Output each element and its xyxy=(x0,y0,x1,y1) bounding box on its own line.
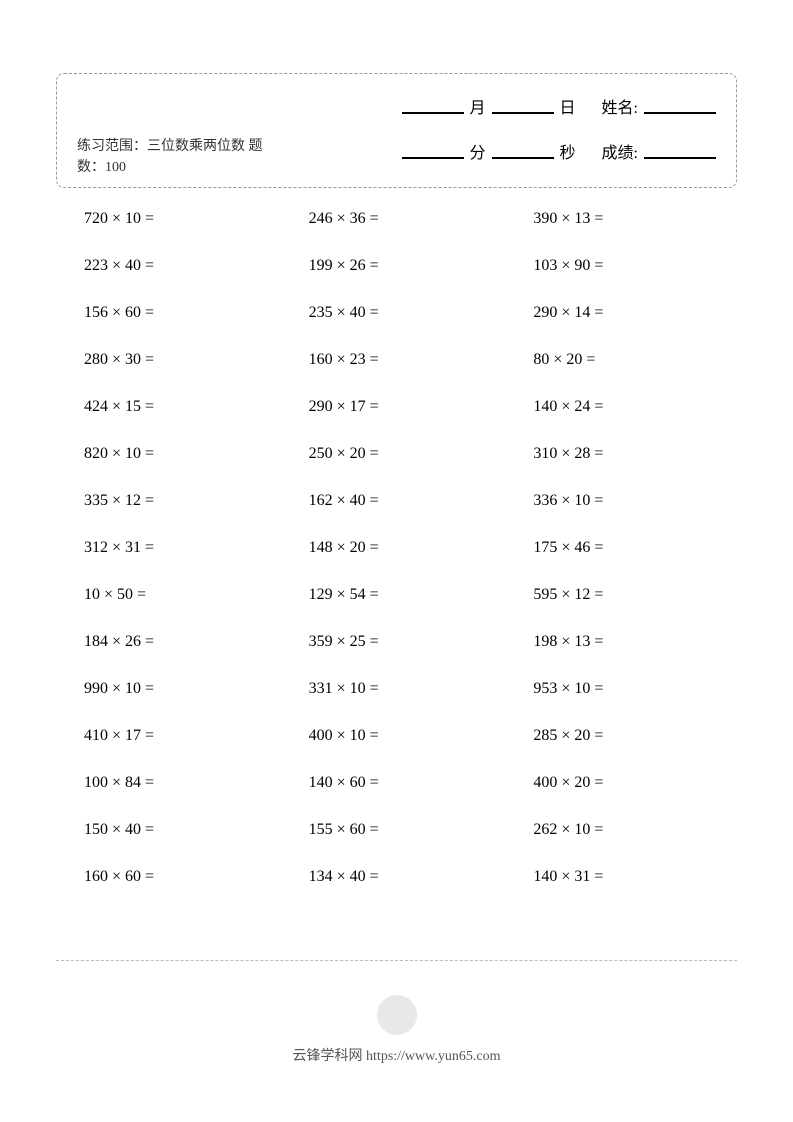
bottom-divider xyxy=(56,960,737,961)
problem-cell: 953 × 10 = xyxy=(533,680,733,698)
problem-cell: 184 × 26 = xyxy=(84,633,309,651)
problem-cell: 148 × 20 = xyxy=(309,539,534,557)
problem-cell: 150 × 40 = xyxy=(84,821,309,839)
score-blank xyxy=(644,143,716,159)
score-label: 成绩: xyxy=(602,139,638,163)
problem-cell: 103 × 90 = xyxy=(533,257,733,275)
page-number-circle xyxy=(377,995,417,1035)
day-label: 日 xyxy=(560,94,576,118)
problem-cell: 262 × 10 = xyxy=(533,821,733,839)
problem-cell: 162 × 40 = xyxy=(309,492,534,510)
problem-cell: 100 × 84 = xyxy=(84,774,309,792)
problem-cell: 156 × 60 = xyxy=(84,304,309,322)
problem-cell: 199 × 26 = xyxy=(309,257,534,275)
problem-row: 280 × 30 =160 × 23 =80 × 20 = xyxy=(84,351,733,369)
problem-cell: 410 × 17 = xyxy=(84,727,309,745)
problem-cell: 80 × 20 = xyxy=(533,351,733,369)
problem-cell: 140 × 31 = xyxy=(533,868,733,886)
problem-cell: 335 × 12 = xyxy=(84,492,309,510)
problem-row: 335 × 12 =162 × 40 =336 × 10 = xyxy=(84,492,733,510)
problem-cell: 400 × 10 = xyxy=(309,727,534,745)
second-blank xyxy=(492,143,554,159)
problem-row: 156 × 60 =235 × 40 =290 × 14 = xyxy=(84,304,733,322)
problems-grid: 720 × 10 =246 × 36 =390 × 13 = 223 × 40 =… xyxy=(84,210,733,915)
problem-row: 990 × 10 =331 × 10 =953 × 10 = xyxy=(84,680,733,698)
problem-row: 10 × 50 =129 × 54 =595 × 12 = xyxy=(84,586,733,604)
problem-cell: 312 × 31 = xyxy=(84,539,309,557)
second-label: 秒 xyxy=(560,139,576,163)
problem-row: 424 × 15 =290 × 17 =140 × 24 = xyxy=(84,398,733,416)
problem-cell: 223 × 40 = xyxy=(84,257,309,275)
footer-text: 云锋学科网 https://www.yun65.com xyxy=(293,1045,501,1065)
name-label: 姓名: xyxy=(602,94,638,118)
problem-cell: 720 × 10 = xyxy=(84,210,309,228)
problem-cell: 140 × 60 = xyxy=(309,774,534,792)
header-row-1: 月 日 姓名: xyxy=(402,94,716,118)
minute-label: 分 xyxy=(470,139,486,163)
problem-cell: 134 × 40 = xyxy=(309,868,534,886)
problem-cell: 390 × 13 = xyxy=(533,210,733,228)
problem-cell: 250 × 20 = xyxy=(309,445,534,463)
day-blank xyxy=(492,98,554,114)
problem-row: 312 × 31 =148 × 20 =175 × 46 = xyxy=(84,539,733,557)
name-blank xyxy=(644,98,716,114)
problem-row: 223 × 40 =199 × 26 =103 × 90 = xyxy=(84,257,733,275)
problem-cell: 129 × 54 = xyxy=(309,586,534,604)
month-label: 月 xyxy=(470,94,486,118)
problem-cell: 595 × 12 = xyxy=(533,586,733,604)
problem-cell: 280 × 30 = xyxy=(84,351,309,369)
problem-row: 184 × 26 =359 × 25 =198 × 13 = xyxy=(84,633,733,651)
problem-row: 410 × 17 =400 × 10 =285 × 20 = xyxy=(84,727,733,745)
problem-row: 100 × 84 =140 × 60 =400 × 20 = xyxy=(84,774,733,792)
problem-row: 150 × 40 =155 × 60 =262 × 10 = xyxy=(84,821,733,839)
problem-cell: 198 × 13 = xyxy=(533,633,733,651)
problem-cell: 290 × 14 = xyxy=(533,304,733,322)
problem-cell: 820 × 10 = xyxy=(84,445,309,463)
month-blank xyxy=(402,98,464,114)
problem-cell: 160 × 60 = xyxy=(84,868,309,886)
problem-cell: 140 × 24 = xyxy=(533,398,733,416)
problem-cell: 331 × 10 = xyxy=(309,680,534,698)
problem-cell: 175 × 46 = xyxy=(533,539,733,557)
problem-cell: 310 × 28 = xyxy=(533,445,733,463)
problem-row: 820 × 10 =250 × 20 =310 × 28 = xyxy=(84,445,733,463)
header-box: 月 日 姓名: 分 秒 成绩: 练习范围：三位数乘两位数 题数：100 xyxy=(56,73,737,188)
minute-blank xyxy=(402,143,464,159)
problem-cell: 155 × 60 = xyxy=(309,821,534,839)
problem-cell: 160 × 23 = xyxy=(309,351,534,369)
problem-cell: 400 × 20 = xyxy=(533,774,733,792)
problem-cell: 990 × 10 = xyxy=(84,680,309,698)
problem-cell: 336 × 10 = xyxy=(533,492,733,510)
problem-cell: 10 × 50 = xyxy=(84,586,309,604)
description-text: 练习范围：三位数乘两位数 题数：100 xyxy=(77,136,277,178)
header-row-2: 分 秒 成绩: xyxy=(402,139,716,163)
problem-cell: 359 × 25 = xyxy=(309,633,534,651)
problem-cell: 246 × 36 = xyxy=(309,210,534,228)
problem-row: 160 × 60 =134 × 40 =140 × 31 = xyxy=(84,868,733,886)
problem-cell: 285 × 20 = xyxy=(533,727,733,745)
problem-cell: 235 × 40 = xyxy=(309,304,534,322)
problem-cell: 290 × 17 = xyxy=(309,398,534,416)
problem-row: 720 × 10 =246 × 36 =390 × 13 = xyxy=(84,210,733,228)
problem-cell: 424 × 15 = xyxy=(84,398,309,416)
